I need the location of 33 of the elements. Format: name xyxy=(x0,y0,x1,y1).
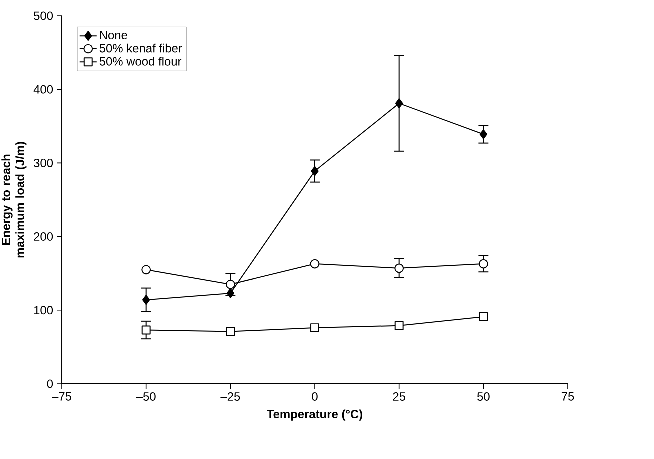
point xyxy=(479,312,488,322)
point xyxy=(310,259,320,269)
legend-label: 50% wood flour xyxy=(100,57,182,66)
y-tick-label: 0 xyxy=(47,380,54,388)
point xyxy=(142,265,152,275)
point xyxy=(395,98,404,109)
y-axis-title: Energy to reach maximum load (J/m) xyxy=(2,142,27,258)
point xyxy=(142,326,151,335)
x-tick-label: 75 xyxy=(562,392,574,401)
point xyxy=(226,327,236,336)
legend-label: None xyxy=(100,31,128,40)
point xyxy=(480,130,488,140)
point xyxy=(226,280,236,290)
x-axis-title: Temperature (°C) xyxy=(267,410,363,421)
point xyxy=(226,288,235,298)
y-tick-label: 300 xyxy=(34,158,54,168)
y-tick-label: 500 xyxy=(34,12,54,20)
point xyxy=(478,259,488,269)
point xyxy=(142,295,150,306)
x-tick-label: –50 xyxy=(136,392,156,401)
legend-label: 50% kenaf fiber xyxy=(100,44,182,53)
point xyxy=(394,264,404,274)
point xyxy=(311,166,319,176)
x-tick-label: 25 xyxy=(393,392,406,401)
y-tick-label: 400 xyxy=(34,85,54,94)
x-tick-label: 50 xyxy=(478,392,490,401)
x-tick-label: –75 xyxy=(52,392,72,401)
y-tick-label: 100 xyxy=(34,306,54,315)
point xyxy=(394,321,404,330)
x-tick-label: –25 xyxy=(220,392,240,401)
point xyxy=(310,324,320,333)
y-tick-label: 200 xyxy=(34,232,54,242)
x-tick-label: 0 xyxy=(312,392,318,401)
